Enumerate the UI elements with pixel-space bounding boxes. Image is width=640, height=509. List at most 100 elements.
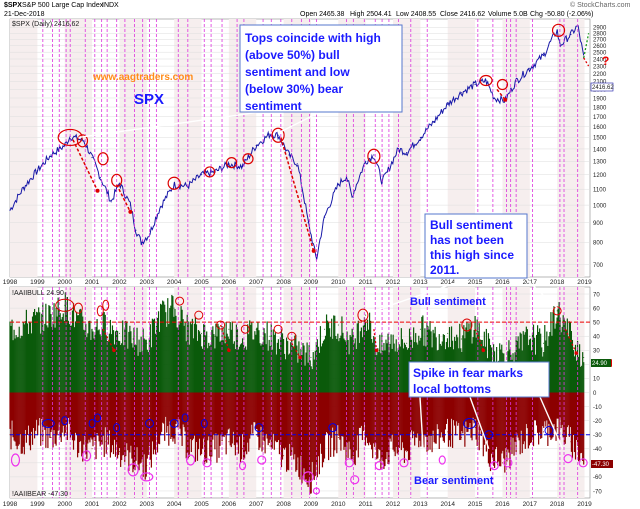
bull-sentiment-point <box>474 324 476 326</box>
bear-sentiment-point <box>283 455 285 457</box>
spx-price-point <box>23 187 25 189</box>
bear-sentiment-circle <box>181 413 189 423</box>
price-down-arrow <box>116 184 132 213</box>
bull-sentiment-circle <box>357 308 369 322</box>
spx-label: SPX <box>134 91 164 108</box>
price-y-tick-label: 2100 <box>593 80 607 86</box>
price-y-tick-label: 900 <box>593 221 604 227</box>
sentiment-x-tick-label: 2001 <box>85 501 100 508</box>
bear-spike-circle <box>503 458 513 468</box>
bear-sentiment-point <box>337 437 339 439</box>
spx-price-point <box>173 184 175 186</box>
bull-sentiment-circle <box>96 305 104 317</box>
price-top-circle <box>367 148 381 164</box>
price-x-tick-label: 1999 <box>30 279 45 286</box>
price-x-tick-label: 2004 <box>167 279 182 286</box>
spx-price-point <box>228 163 230 165</box>
bull-sentiment-point <box>351 342 353 344</box>
price-x-tick-label: 2009 <box>304 279 319 286</box>
price-top-circle <box>479 74 493 87</box>
price-x-tick-label: 2010 <box>331 279 346 286</box>
sentiment-x-tick-label: 2012 <box>386 501 401 508</box>
price-y-tick-label: 1700 <box>593 115 607 121</box>
bear-sentiment-point <box>556 427 558 429</box>
spx-price-point <box>83 140 85 142</box>
bull-sentiment-circle <box>287 331 297 341</box>
price-y-tick-label: 1400 <box>593 147 607 153</box>
spx-price-point <box>129 204 131 206</box>
sentiment-x-tick-label: 2005 <box>194 501 209 508</box>
sentiment-y-tick-label: 10 <box>593 377 600 383</box>
bear-sentiment-point <box>515 445 517 447</box>
note-pointer-line <box>469 396 490 450</box>
watermark: © StockCharts.com <box>570 1 631 9</box>
bear-spike-circle <box>10 453 21 467</box>
bull-sentiment-point <box>283 342 285 344</box>
sentiment-down-arrow <box>220 324 230 351</box>
sentiment-x-tick-label: 2016 <box>495 501 510 508</box>
bear-sentiment-point <box>146 465 148 467</box>
spike-note-line-2: local bottoms <box>413 382 491 396</box>
price-top-circle <box>76 134 89 148</box>
bull-sentiment-circle <box>461 318 473 332</box>
bear-sentiment-circle <box>61 416 69 426</box>
sentiment-arrow-head <box>574 351 579 355</box>
price-arrow-head <box>311 248 316 253</box>
sentiment-y-tick-label: -20 <box>593 419 602 425</box>
sentiment-y-tick-label: 60 <box>593 306 600 312</box>
bear-sentiment-point <box>132 459 134 461</box>
price-y-tick-label: 1800 <box>593 105 607 111</box>
spx-price-point <box>556 29 558 31</box>
bull-sentiment-point <box>242 338 244 340</box>
price-arrow-head <box>503 97 508 102</box>
bear-spike-circle <box>140 472 154 482</box>
bear-sentiment-point <box>542 431 544 433</box>
spx-price-point <box>365 160 367 162</box>
price-x-tick-label: 2001 <box>85 279 100 286</box>
price-top-circle <box>496 78 509 91</box>
sentiment-x-tick-label: 2002 <box>112 501 127 508</box>
bear-sentiment-point <box>447 431 449 433</box>
bear-sentiment-point <box>214 448 216 450</box>
bear-spike-circle <box>399 458 409 468</box>
sentiment-y-tick-label: -10 <box>593 405 602 411</box>
bear-last-badge <box>591 460 613 468</box>
bull-sentiment-point <box>269 335 271 337</box>
header-open: Open 2465.38 <box>300 11 344 18</box>
bull-sentiment-circle <box>73 302 83 314</box>
sentiment-x-tick-label: 2000 <box>57 501 72 508</box>
spx-price-point <box>529 67 531 69</box>
spx-price-point <box>288 154 290 156</box>
spx-price-point <box>159 206 162 208</box>
bull-sentiment-circle <box>552 306 562 316</box>
price-y-tick-label: 700 <box>593 263 604 269</box>
sentiment-x-tick-label: 2004 <box>167 501 182 508</box>
bear-sentiment-point <box>23 441 25 443</box>
bear-spike-circle <box>312 487 321 495</box>
spx-price-point <box>337 184 339 186</box>
spx-price-point <box>447 103 449 105</box>
axes-layer: 7008009001000110012001300140015001600170… <box>3 26 607 508</box>
sentiment-y-tick-label: 30 <box>593 349 600 355</box>
bullish-forecast-arrow <box>583 33 590 59</box>
bull-sentiment-point <box>146 342 148 344</box>
spx-price-point <box>99 176 101 179</box>
price-x-tick-label: 2002 <box>112 279 127 286</box>
bear-sentiment-circle <box>254 423 264 433</box>
sentiment-y-tick-label: 50 <box>593 320 600 326</box>
price-y-tick-label: 1900 <box>593 96 607 102</box>
price-top-circle <box>167 176 181 190</box>
bull-sentiment-point <box>433 335 435 337</box>
bull-sentiment-point <box>460 338 462 340</box>
bull-sentiment-point <box>118 332 120 334</box>
header-high: High 2504.41 <box>350 11 392 18</box>
annotation-markers <box>10 23 612 495</box>
bear-sentiment-point <box>351 455 353 457</box>
bear-sentiment-circle <box>88 418 96 428</box>
tops-note-line-1: Tops coincide with high <box>245 31 381 45</box>
price-top-circle <box>226 157 238 169</box>
bull-sentiment-point <box>406 342 408 344</box>
vertical-markers <box>42 19 579 498</box>
